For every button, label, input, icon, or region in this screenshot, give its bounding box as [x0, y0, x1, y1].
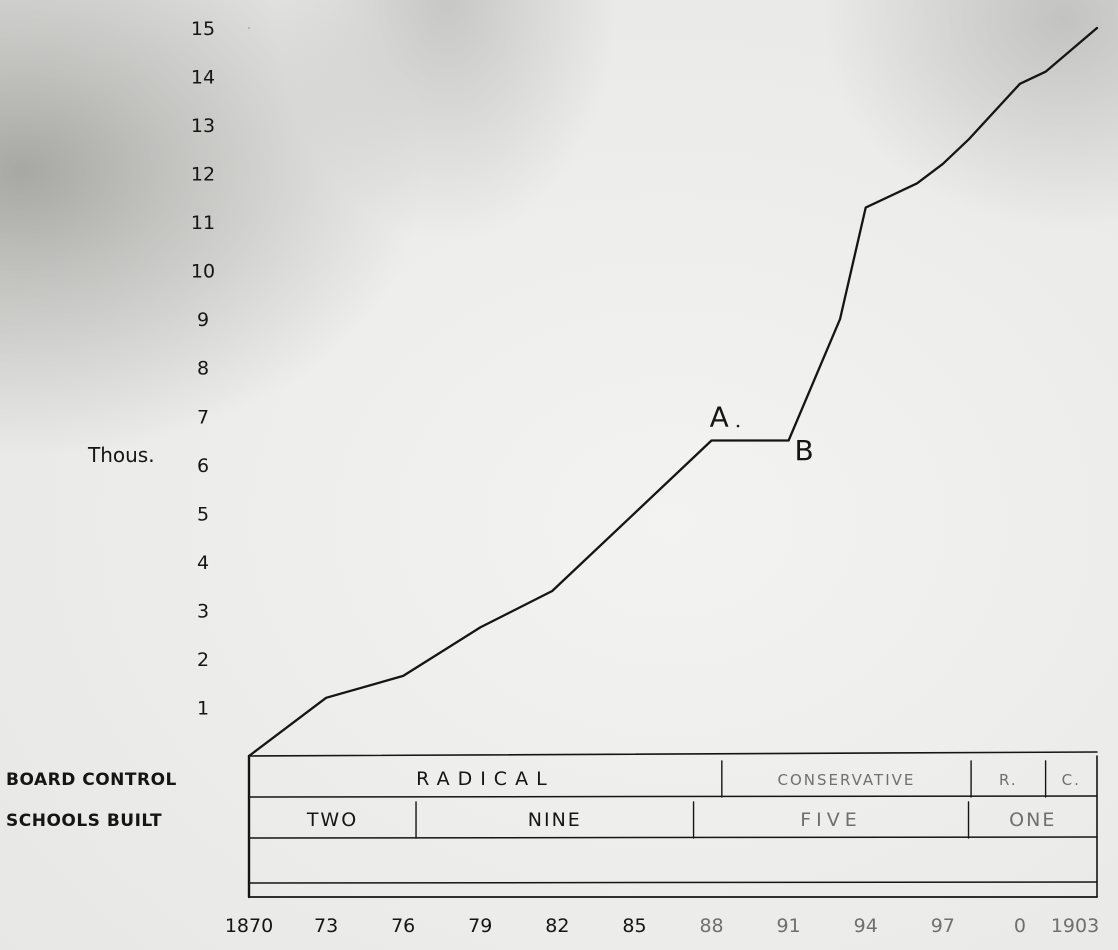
x-tick-label: 85 [622, 915, 646, 937]
x-tick-label: 88 [699, 915, 723, 937]
row-segment-label: RADICAL [416, 768, 555, 790]
row-segment-label: R. [999, 771, 1018, 789]
row-segment-label: CONSERVATIVE [778, 771, 916, 789]
y-tick-label: 7 [197, 406, 209, 428]
row-segment-label: NINE [528, 809, 582, 831]
x-tick-label: 97 [931, 915, 955, 937]
x-axis-ticks: 1870 73 76 79 82 85 88 91 94 97 0 1903 [225, 915, 1099, 937]
y-tick-label: 6 [197, 455, 209, 477]
y-axis-label: Thous. [87, 443, 155, 467]
row-segment-label: TWO [306, 809, 358, 831]
x-tick-label: 73 [314, 915, 338, 937]
annotation-label: B [794, 434, 813, 467]
row-divider [248, 836, 1098, 839]
chart-axes: Thous. [87, 443, 1098, 899]
x-tick-label: 94 [854, 915, 878, 937]
x-tick-label: 76 [391, 915, 415, 937]
annotation-label: A [710, 400, 729, 433]
y-tick-label: 1 [197, 697, 209, 719]
y-tick-label: 11 [191, 212, 215, 234]
row-label: BOARD CONTROL [6, 770, 177, 790]
chart-series [247, 26, 1099, 758]
baseline [248, 751, 1098, 757]
x-tick-label: 82 [545, 915, 569, 937]
y-tick-label: 9 [197, 309, 209, 331]
annotation-dot [736, 424, 740, 428]
y-tick-label: 5 [197, 503, 209, 525]
y-tick-label: 12 [191, 164, 215, 186]
y-tick-label: 14 [191, 67, 215, 89]
y-tick-label: 15 [191, 18, 215, 40]
x-tick-label: 1870 [225, 915, 273, 937]
x-tick-label: 91 [777, 915, 801, 937]
y-tick-label: 10 [191, 261, 215, 283]
y-tick-label: 8 [197, 358, 209, 380]
row-label: SCHOOLS BUILT [6, 811, 162, 831]
row-segment-label: C. [1062, 771, 1081, 789]
row-divider [248, 795, 1098, 798]
row-segment-label: FIVE [800, 809, 862, 831]
y-tick-label: 13 [191, 115, 215, 137]
row-divider [248, 881, 1098, 884]
x-tick-label: 1903 [1051, 915, 1099, 937]
series-line [247, 26, 1099, 758]
y-tick-label: 3 [197, 600, 209, 622]
y-tick-label: 4 [197, 552, 209, 574]
timeline-rows: BOARD CONTROL RADICAL CONSERVATIVE R. C. SCHO… [6, 760, 1098, 884]
x-tick-label: 0 [1014, 915, 1026, 937]
y-tick-label: 2 [197, 649, 209, 671]
chart-annotations: AB [710, 400, 814, 467]
x-tick-label: 79 [468, 915, 492, 937]
row-segment-label: ONE [1009, 809, 1056, 831]
